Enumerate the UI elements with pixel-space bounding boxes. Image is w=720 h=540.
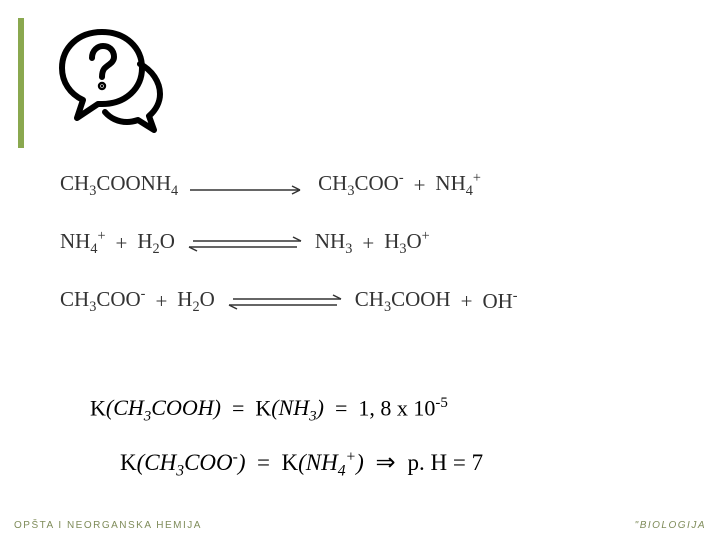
- accent-bar: [18, 18, 24, 148]
- implies-icon: ⇒: [376, 448, 396, 477]
- constants-block: K(CH3COOH) = K(NH3) = 1, 8 x 10-5 K(CH3C…: [90, 395, 650, 480]
- forward-arrow-icon: [188, 178, 308, 192]
- equations-block: CH3COONH4 CH3COO- + NH4+ NH4+ + H2O NH3 …: [60, 170, 680, 317]
- constant-line-1: K(CH3COOH) = K(NH3) = 1, 8 x 10-5: [90, 395, 650, 426]
- footer-right-text: "BIOLOGIJA: [635, 520, 706, 531]
- constant-line-2: K(CH3COO-) = K(NH4+) ⇒ p. H = 7: [120, 448, 650, 481]
- footer-left-text: OPŠTA I NEORGANSKA HEMIJA: [14, 520, 202, 531]
- equilibrium-arrow-icon: [225, 292, 345, 310]
- footer: OPŠTA I NEORGANSKA HEMIJA "BIOLOGIJA: [0, 510, 720, 540]
- question-bubbles-icon: [50, 20, 170, 140]
- value-coef: 1, 8: [358, 395, 391, 420]
- equation-2: NH4+ + H2O NH3 + H3O+: [60, 228, 680, 258]
- equation-1: CH3COONH4 CH3COO- + NH4+: [60, 170, 680, 200]
- equation-3: CH3COO- + H2O CH3COOH + OH-: [60, 286, 680, 316]
- equilibrium-arrow-icon: [185, 234, 305, 252]
